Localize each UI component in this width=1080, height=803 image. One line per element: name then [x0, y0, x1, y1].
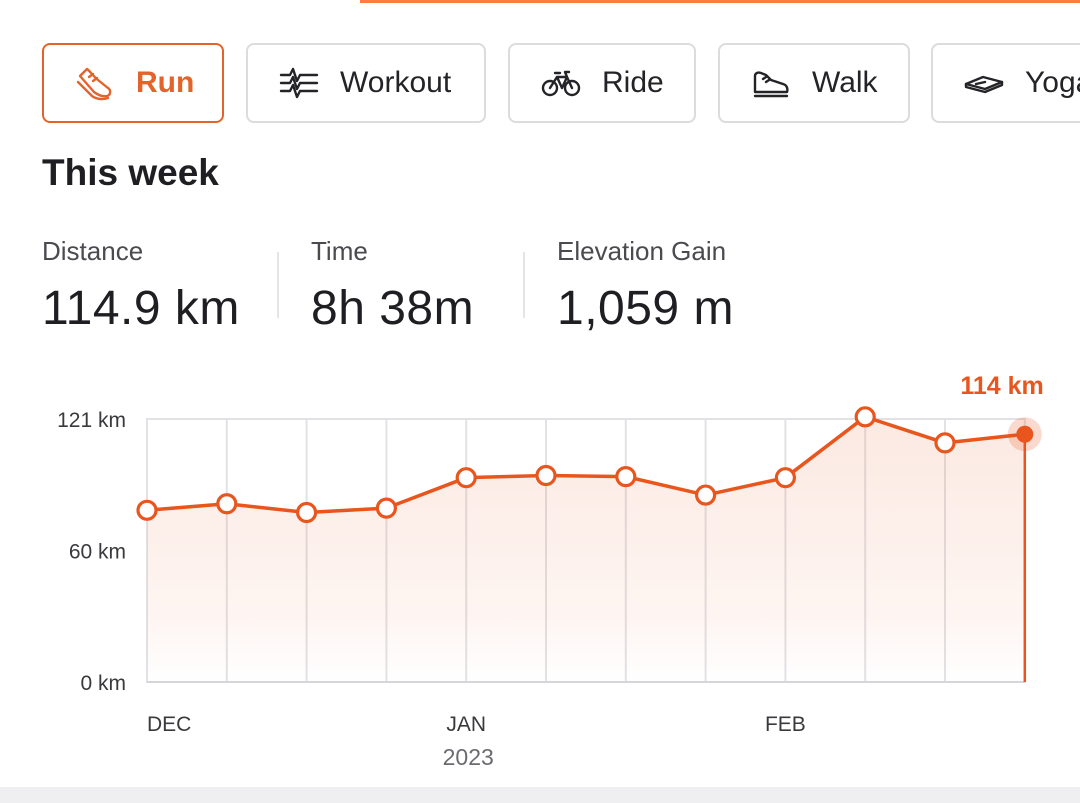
stat-time: Time 8h 38m	[311, 236, 474, 336]
data-point[interactable]	[774, 467, 797, 489]
stat-distance-label: Distance	[42, 236, 144, 266]
top-accent-bar	[360, 0, 1080, 3]
x-year-label: 2023	[443, 744, 494, 770]
tab-run[interactable]: Run	[42, 43, 224, 123]
data-point[interactable]	[934, 432, 956, 454]
data-point[interactable]	[694, 484, 717, 506]
y-tick-label: 60 km	[69, 541, 126, 564]
bottom-band	[0, 787, 1080, 803]
stat-elevation: Elevation Gain 1,059 m	[557, 236, 734, 336]
data-point[interactable]	[535, 464, 557, 487]
current-data-point[interactable]	[1016, 425, 1034, 443]
tab-run-label: Run	[136, 66, 195, 99]
tab-workout-label: Workout	[340, 66, 452, 99]
stat-elevation-label: Elevation Gain	[557, 236, 727, 266]
tab-ride-label: Ride	[602, 66, 664, 99]
series-line	[146, 415, 1025, 515]
stat-time-value: 8h 38m	[311, 282, 475, 335]
data-point[interactable]	[216, 493, 238, 515]
tab-yoga[interactable]: Yoga	[931, 43, 1080, 123]
data-point[interactable]	[615, 465, 637, 488]
x-month-label: JAN	[446, 713, 486, 736]
tab-yoga-label: Yoga	[1025, 66, 1080, 99]
week-title: This week	[42, 152, 219, 193]
data-point[interactable]	[296, 501, 318, 524]
stat-divider	[523, 252, 525, 318]
tab-walk[interactable]: Walk	[718, 43, 910, 123]
bicycle-icon	[541, 70, 581, 97]
tab-ride[interactable]: Ride	[508, 43, 696, 123]
tab-workout[interactable]: Workout	[246, 43, 486, 123]
tab-walk-label: Walk	[812, 66, 878, 99]
data-point[interactable]	[455, 467, 477, 489]
workout-waves-icon	[279, 67, 319, 99]
stat-distance-value: 114.9 km	[42, 282, 240, 335]
series-area	[147, 416, 1025, 682]
walking-shoe-icon	[753, 71, 789, 98]
data-point[interactable]	[854, 406, 876, 428]
stat-time-label: Time	[311, 236, 368, 266]
weekly-distance-chart[interactable]: 121 km 60 km 0 km 114 km DEC JAN FEB 2023	[0, 360, 1080, 780]
stat-distance: Distance 114.9 km	[42, 236, 240, 336]
y-tick-label: 0 km	[80, 672, 126, 695]
sport-tabs: Run Workout Ride	[42, 43, 1080, 127]
stat-divider	[277, 252, 279, 318]
y-tick-label: 121 km	[57, 409, 126, 432]
running-shoe-icon	[76, 67, 112, 101]
yoga-icon	[964, 75, 1004, 94]
x-month-label: DEC	[147, 713, 191, 736]
current-value-label: 114 km	[960, 372, 1043, 400]
x-month-label: FEB	[765, 713, 806, 736]
data-point[interactable]	[375, 497, 397, 519]
stat-elevation-value: 1,059 m	[557, 282, 734, 335]
data-point[interactable]	[136, 499, 158, 521]
